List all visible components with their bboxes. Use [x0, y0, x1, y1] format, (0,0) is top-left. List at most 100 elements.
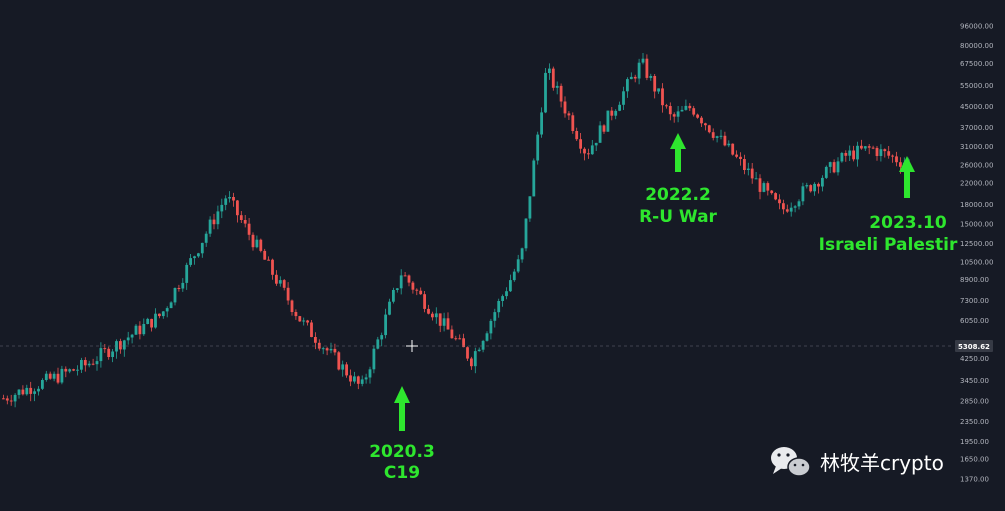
candle [239, 211, 243, 223]
candle-body [559, 85, 563, 102]
candle-body [200, 242, 204, 254]
candles-group [2, 53, 910, 408]
candle [466, 346, 469, 361]
candle [360, 375, 364, 387]
candle-body [232, 197, 235, 201]
candle [696, 113, 699, 119]
candle-body [388, 301, 391, 315]
up-arrow-icon [394, 386, 410, 431]
candle-body [177, 288, 181, 289]
candle [220, 198, 224, 219]
candle-body [743, 159, 746, 170]
candle [493, 308, 497, 328]
candle [532, 158, 536, 197]
candle-body [154, 313, 157, 328]
candle [122, 339, 126, 357]
annotation-ru-war-date: 2022.2 [645, 185, 711, 205]
candle-body [142, 324, 146, 335]
candle-body [750, 168, 754, 179]
candle [637, 58, 641, 85]
candle [263, 248, 267, 260]
candle-body [696, 114, 699, 118]
candle [333, 343, 337, 356]
candle-body [251, 234, 255, 248]
candle [189, 254, 192, 267]
candle [193, 255, 196, 265]
candle-body [587, 153, 590, 155]
annotation-ru-war: 2022.2 R-U War [639, 133, 718, 227]
candle-body [220, 204, 224, 212]
candle [329, 342, 333, 354]
candle-body [473, 351, 477, 367]
candle [216, 205, 220, 230]
candle [575, 127, 579, 141]
candle-body [512, 271, 516, 281]
candle-body [95, 361, 99, 365]
candle-body [458, 338, 462, 340]
candle [177, 284, 181, 292]
candle-body [758, 178, 762, 192]
candle-body [411, 282, 415, 290]
candle-body [310, 322, 313, 337]
candle [56, 367, 60, 385]
candle [590, 140, 594, 155]
y-tick-label: 67500.00 [960, 60, 993, 68]
candle [735, 150, 738, 159]
wechat-icon [771, 447, 811, 477]
candle-body [672, 114, 676, 117]
candle [739, 152, 742, 166]
candle-body [224, 198, 228, 205]
candle [275, 270, 278, 286]
annotation-ru-war-label: R-U War [639, 207, 717, 227]
candle-body [181, 282, 185, 289]
candle-body [189, 258, 192, 265]
candle-body [754, 178, 758, 180]
candle [583, 147, 586, 161]
annotation-covid-label: C19 [384, 463, 420, 483]
candle-body [563, 101, 567, 114]
candle-body [243, 220, 247, 224]
annotation-covid-date: 2020.3 [369, 442, 435, 462]
candle [271, 258, 274, 280]
candle-body [891, 155, 894, 157]
candle-body [844, 153, 848, 156]
candle [204, 231, 208, 247]
candle-body [832, 162, 836, 173]
candle [614, 109, 618, 120]
candle-body [887, 151, 891, 156]
candle-body [282, 280, 286, 288]
candle-body [856, 145, 859, 160]
candle-body [68, 369, 72, 372]
candle-body [505, 291, 508, 297]
candle [314, 332, 317, 350]
candle-body [403, 275, 407, 277]
candle [87, 360, 91, 368]
candle [641, 53, 645, 65]
candle-body [828, 162, 832, 167]
candle-body [337, 352, 341, 370]
y-tick-label: 80000.00 [960, 42, 993, 50]
candle [778, 194, 781, 210]
candle-body [836, 161, 840, 173]
candle [255, 235, 259, 249]
candle-body [684, 105, 688, 110]
candle [76, 365, 79, 376]
candle-body [204, 233, 208, 243]
candle-body [731, 143, 735, 155]
candle [743, 154, 746, 175]
candle [29, 381, 33, 402]
candle-body [680, 109, 684, 112]
candle-body [161, 311, 165, 317]
candle [25, 384, 29, 396]
candle-body [629, 76, 633, 80]
candle-body [255, 239, 259, 248]
candle-body [99, 348, 103, 362]
candle [852, 145, 855, 162]
candle-body [895, 156, 898, 163]
candle [805, 182, 809, 189]
candle [536, 131, 540, 165]
candle [540, 107, 543, 138]
candle [321, 346, 325, 355]
y-tick-label: 10500.00 [960, 258, 993, 266]
